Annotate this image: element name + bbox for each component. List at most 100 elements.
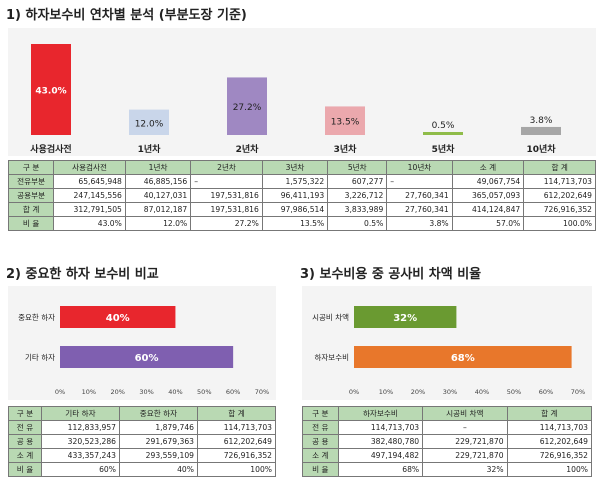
table-cell: – [386, 174, 453, 189]
table-row: 합 계 312,791,505 87,012,187 197,531,816 97,98… [7, 202, 596, 217]
category-label-0: 시공비 차액 [312, 312, 349, 322]
x-tick-label-7: 70% [571, 388, 585, 396]
x-tick-label-0: 0% [55, 388, 65, 396]
bar-0 [31, 44, 71, 135]
table-row-label: 합 계 [7, 202, 55, 217]
x-tick-label-6: 60% [539, 388, 553, 396]
table-cell: 1,575,322 [261, 174, 329, 189]
table-header-cell: 합 계 [506, 406, 593, 421]
category-label-1: 기타 하자 [25, 352, 55, 362]
bar-value-label-1: 60% [135, 353, 159, 364]
x-tick-label-1: 10% [379, 388, 393, 396]
table-row: 비 율 43.0% 12.0% 27.2% 13.5% 0.5% 3.8% 57.0% 100.… [7, 216, 596, 231]
bar-value-label-3: 13.5% [331, 118, 360, 128]
table-cell: 12.0% [124, 216, 192, 231]
section3-chart-area: 시공비 차액 32% 하자보수비 68% 0% 10% 20% 30% 40% 50% 60% 70% [302, 286, 592, 400]
table-cell: 57.0% [451, 216, 525, 231]
table-cell: 414,124,847 [451, 202, 525, 217]
table-cell: – [190, 174, 263, 189]
table-cell: 612,202,649 [196, 434, 277, 449]
table-cell: 365,057,093 [451, 188, 525, 203]
x-tick-label-4: 40% [168, 388, 182, 396]
category-label-5: 10년차 [526, 143, 556, 155]
table-cell: 497,194,482 [337, 448, 424, 463]
table-header-cell: 구 분 [8, 406, 42, 421]
bar-value-label-0: 43.0% [35, 87, 66, 97]
table-cell: 112,833,957 [40, 420, 120, 435]
category-label-0: 중요한 하자 [18, 312, 55, 322]
table-row-label: 공 용 [302, 434, 339, 449]
table-row-label: 전 유 [8, 420, 42, 435]
table-cell: 87,012,187 [124, 202, 192, 217]
table-cell: 229,721,870 [422, 448, 508, 463]
bar-value-label-4: 0.5% [432, 121, 455, 131]
table-row-label: 소 계 [302, 448, 339, 463]
category-label-3: 3년차 [334, 143, 358, 155]
x-tick-label-4: 40% [475, 388, 489, 396]
table-cell: 97,986,514 [261, 202, 329, 217]
table-header-row: 구 분 하자보수비 시공비 차액 합 계 [302, 406, 593, 421]
table-row: 공용부분 247,145,556 40,127,031 197,531,816 96,4… [7, 188, 596, 203]
table-row-label: 공용부분 [7, 188, 55, 203]
table-cell: – [422, 420, 508, 435]
table-header-cell: 하자보수비 [337, 406, 424, 421]
x-tick-label-2: 20% [411, 388, 425, 396]
table-cell: 382,480,780 [337, 434, 424, 449]
table-cell: 13.5% [261, 216, 329, 231]
table-row: 전 유 114,713,703–114,713,703 [302, 420, 593, 435]
x-tick-label-3: 30% [443, 388, 457, 396]
table-cell: 46,885,156 [124, 174, 192, 189]
table-cell: 197,531,816 [190, 202, 263, 217]
category-label-1: 1년차 [138, 143, 162, 155]
table-cell: 312,791,505 [53, 202, 126, 217]
table-header-cell: 구 분 [302, 406, 339, 421]
category-label-4: 5년차 [432, 143, 456, 155]
x-tick-label-2: 20% [110, 388, 124, 396]
table-header-cell: 사용검사전 [53, 160, 126, 175]
bar-value-label-5: 3.8% [530, 116, 553, 126]
table-cell: 114,713,703 [196, 420, 277, 435]
category-label-2: 2년차 [236, 143, 260, 155]
cost-difference-bar-chart: 시공비 차액 32% 하자보수비 68% 0% 10% 20% 30% 40% 50% 60% 70% [312, 306, 585, 396]
table-cell: 114,713,703 [506, 420, 593, 435]
table-row: 전 유 112,833,957 1,879,746 114,713,703 [8, 420, 277, 435]
table-cell: 1,879,746 [118, 420, 198, 435]
x-tick-label-0: 0% [349, 388, 359, 396]
table-cell: 612,202,649 [506, 434, 593, 449]
table-cell: 3.8% [386, 216, 453, 231]
x-tick-label-5: 50% [197, 388, 211, 396]
bar-4 [423, 132, 463, 135]
section3-title: 3) 보수비용 중 공사비 차액 비율 [300, 267, 482, 282]
section1-chart-area: 43.0% 사용검사전 12.0% 1년차 27.2% 2년차 13.5% 3년차 0.5% 5년… [8, 28, 596, 156]
table-header-cell: 2년차 [190, 160, 263, 175]
table-row-label: 비 율 [7, 216, 55, 231]
table-header-cell: 1년차 [124, 160, 192, 175]
x-tick-label-7: 70% [255, 388, 269, 396]
table-header-cell: 5년차 [327, 160, 388, 175]
table-row: 공 용 382,480,780 229,721,870 612,202,649 [302, 434, 593, 449]
bar-value-label-1: 12.0% [135, 119, 164, 129]
table-cell: 726,916,352 [506, 448, 593, 463]
bar-2 [227, 77, 267, 135]
table-cell: 291,679,363 [118, 434, 198, 449]
x-tick-label-5: 50% [507, 388, 521, 396]
bar-0 [60, 306, 176, 328]
table-cell: 65,645,948 [53, 174, 126, 189]
bar-5 [521, 126, 561, 135]
table-row: 전유부분 65,645,948 46,885,156–1,575,322 607,27… [7, 174, 596, 189]
table-cell: 43.0% [53, 216, 126, 231]
bar-0 [354, 306, 457, 328]
table-cell: 197,531,816 [190, 188, 263, 203]
category-label-1: 하자보수비 [315, 352, 350, 362]
major-defect-bar-chart: 중요한 하자 40% 기타 하자 60% 0% 10% 20% 30% 40% 50% 60% 70% [18, 306, 269, 396]
table-cell: 247,145,556 [53, 188, 126, 203]
table-cell: 3,833,989 [327, 202, 388, 217]
category-label-0: 사용검사전 [30, 143, 71, 155]
table-cell: 229,721,870 [422, 434, 508, 449]
table-header-row: 구 분 기타 하자 중요한 하자 합 계 [8, 406, 277, 421]
table-cell: 607,277 [327, 174, 388, 189]
bar-3 [325, 106, 365, 135]
bar-value-label-2: 27.2% [233, 103, 262, 113]
table-cell: 293,559,109 [118, 448, 198, 463]
table-row: 공 용 320,523,286 291,679,363 612,202,649 [8, 434, 277, 449]
